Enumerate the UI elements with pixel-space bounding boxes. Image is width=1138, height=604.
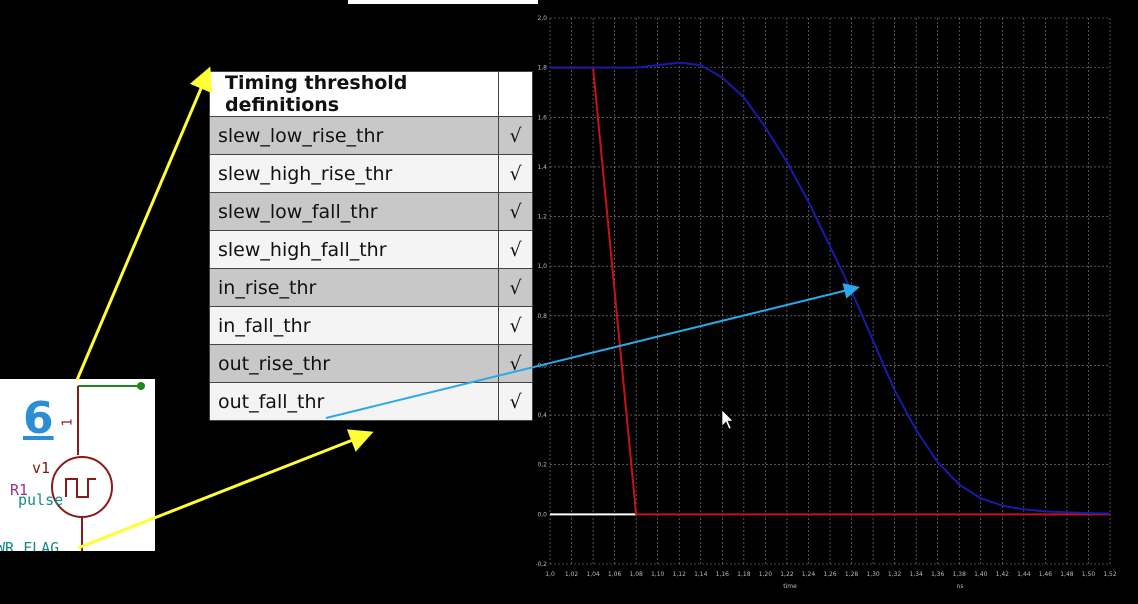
check-mark: √: [498, 344, 533, 383]
x-tick-label: 1,0: [545, 571, 555, 578]
x-tick-label: 1,14: [694, 571, 708, 578]
schematic-panel: 6 1 v1 R1 pulse WR_FLAG: [0, 379, 155, 551]
y-tick-label: 1,4: [537, 164, 547, 171]
x-tick-label: 1,20: [759, 571, 773, 578]
x-tick-label: 1,12: [673, 571, 687, 578]
threshold-name: out_rise_thr: [209, 344, 499, 383]
x-tick-label: 1,30: [866, 571, 880, 578]
table-header: Timing threshold definitions: [209, 71, 499, 117]
threshold-table: Timing threshold definitions slew_low_ri…: [209, 71, 533, 421]
waveform-chart: 1,0 1,02 1,04 1,06 1,08 1,10 1,12 1,14 1,16 1,18 1…: [536, 10, 1116, 604]
source-type: pulse: [18, 491, 64, 509]
table-row: slew_high_fall_thr √: [209, 230, 533, 269]
x-tick-label: 1,08: [629, 571, 643, 578]
check-mark: √: [498, 306, 533, 345]
y-tick-label: 0,4: [537, 412, 547, 419]
x-tick-label: 1,10: [651, 571, 665, 578]
y-tick-label: 1,2: [537, 214, 547, 221]
x-axis-unit: ns: [957, 583, 964, 590]
threshold-name: in_rise_thr: [209, 268, 499, 307]
threshold-name: slew_high_fall_thr: [209, 230, 499, 269]
threshold-name: slew_high_rise_thr: [209, 154, 499, 193]
check-mark: √: [498, 268, 533, 307]
y-tick-label: -0,2: [536, 561, 547, 568]
check-mark: √: [498, 116, 533, 155]
table-row: slew_low_rise_thr √: [209, 116, 533, 155]
callout-arrow-up: [75, 66, 212, 381]
table-row: slew_high_rise_thr √: [209, 154, 533, 193]
x-tick-label: 1,32: [888, 571, 902, 578]
x-tick-label: 1,36: [931, 571, 945, 578]
threshold-name: in_fall_thr: [209, 306, 499, 345]
y-tick-label: 1,0: [537, 263, 547, 270]
x-tick-label: 1,02: [565, 571, 579, 578]
table-row: out_fall_thr √: [209, 382, 533, 421]
y-tick-label: 1,6: [537, 114, 547, 121]
resistor-label: R1: [10, 481, 29, 499]
y-tick-label: 0,2: [537, 462, 547, 469]
x-axis-label: time: [783, 583, 797, 590]
step-number: 6: [23, 393, 54, 444]
y-tick-label: 2,0: [537, 15, 547, 22]
table-header-check: [498, 71, 533, 117]
y-tick-label: 0,8: [537, 313, 547, 320]
x-tick-label: 1,48: [1060, 571, 1074, 578]
x-tick-label: 1,22: [780, 571, 794, 578]
threshold-name: slew_low_fall_thr: [209, 192, 499, 231]
x-tick-label: 1,16: [716, 571, 730, 578]
title-underline: [348, 0, 538, 4]
x-tick-label: 1,34: [909, 571, 923, 578]
table-row: in_rise_thr √: [209, 268, 533, 307]
x-tick-label: 1,26: [823, 571, 837, 578]
threshold-name: out_fall_thr: [209, 382, 499, 421]
x-tick-label: 1,44: [1017, 571, 1031, 578]
table-row: out_rise_thr √: [209, 344, 533, 383]
x-tick-label: 1,06: [608, 571, 622, 578]
waveform-svg: 1,0 1,02 1,04 1,06 1,08 1,10 1,12 1,14 1,16 1,18 1…: [536, 15, 1116, 590]
x-tick-label: 1,04: [586, 571, 600, 578]
x-tick-label: 1,46: [1039, 571, 1053, 578]
y-tick-label: 1,8: [537, 65, 547, 72]
x-tick-label: 1,52: [1103, 571, 1116, 578]
x-tick-label: 1,18: [737, 571, 751, 578]
x-tick-label: 1,42: [996, 571, 1010, 578]
x-tick-label: 1,24: [802, 571, 816, 578]
table-row: slew_low_fall_thr √: [209, 192, 533, 231]
x-tick-label: 1,40: [974, 571, 988, 578]
check-mark: √: [498, 230, 533, 269]
threshold-name: slew_low_rise_thr: [209, 116, 499, 155]
x-tick-label: 1,38: [953, 571, 967, 578]
check-mark: √: [498, 192, 533, 231]
y-tick-label: 0,0: [537, 511, 547, 518]
table-row: in_fall_thr √: [209, 306, 533, 345]
y-tick-label: 0,6: [537, 362, 547, 369]
flag-label: WR_FLAG: [0, 539, 60, 551]
pin-label: 1: [60, 418, 76, 427]
x-tick-label: 1,50: [1082, 571, 1096, 578]
source-name: v1: [32, 459, 51, 477]
x-tick-label: 1,28: [845, 571, 859, 578]
check-mark: √: [498, 154, 533, 193]
check-mark: √: [498, 382, 533, 421]
